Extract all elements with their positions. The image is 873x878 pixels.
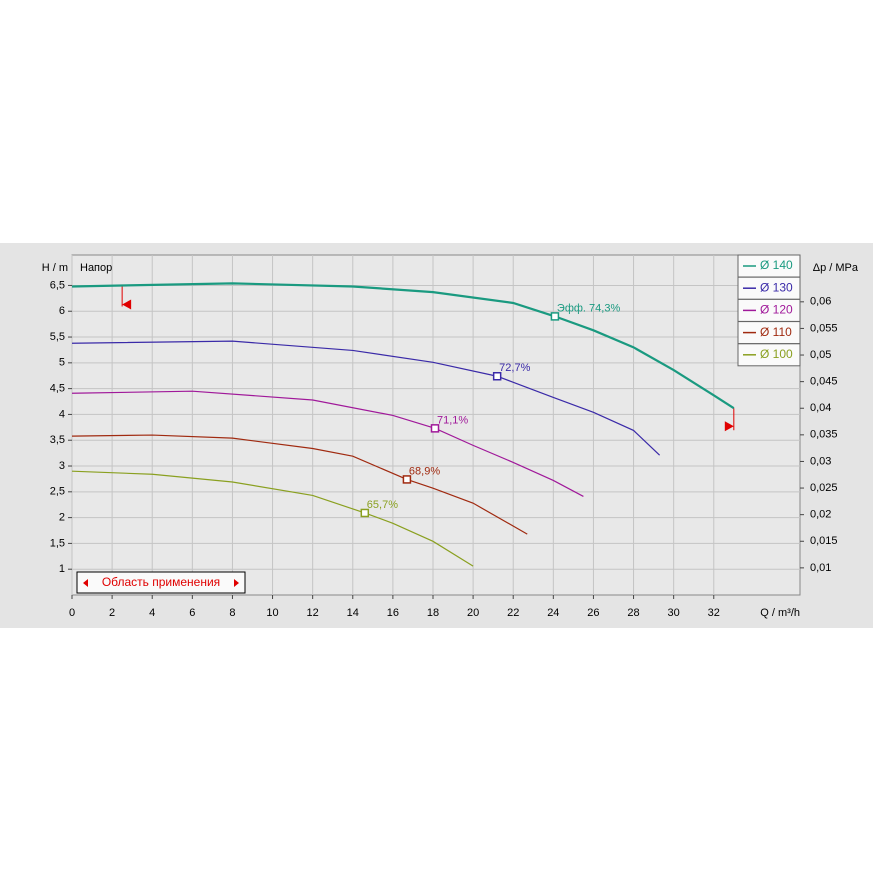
range-max-arrow bbox=[724, 421, 734, 432]
bep-label: Эфф. 74,3% bbox=[557, 302, 621, 314]
bep-marker bbox=[402, 475, 412, 484]
y2-tick-label: 0,03 bbox=[810, 455, 831, 467]
y2-tick-label: 0,06 bbox=[810, 296, 831, 308]
y2-tick-label: 0,04 bbox=[810, 402, 831, 414]
legend-label: Ø 140 bbox=[760, 258, 793, 272]
curve bbox=[71, 434, 528, 535]
x-tick-label: 8 bbox=[229, 607, 235, 619]
legend-label: Ø 100 bbox=[760, 347, 793, 361]
x-tick-label: 12 bbox=[307, 607, 319, 619]
y2-tick-label: 0,055 bbox=[810, 322, 838, 334]
range-box bbox=[76, 571, 246, 594]
x-tick-label: 20 bbox=[467, 607, 479, 619]
x-axis-label: Q / m³/h bbox=[760, 607, 800, 619]
legend-item bbox=[737, 343, 801, 367]
y-tick-label: 5 bbox=[59, 357, 65, 369]
y-tick-label: 1,5 bbox=[50, 537, 65, 549]
x-tick-label: 30 bbox=[668, 607, 680, 619]
bep-label: 71,1% bbox=[437, 414, 468, 426]
x-tick-label: 26 bbox=[587, 607, 599, 619]
y-tick-label: 6 bbox=[59, 305, 65, 317]
y2-tick-label: 0,05 bbox=[810, 349, 831, 361]
x-tick-label: 24 bbox=[547, 607, 559, 619]
y-tick-label: 2,5 bbox=[50, 486, 65, 498]
legend-label: Ø 130 bbox=[760, 280, 793, 294]
bep-label: 68,9% bbox=[409, 465, 440, 477]
bep-marker bbox=[430, 424, 440, 433]
x-tick-label: 0 bbox=[69, 607, 75, 619]
curve bbox=[71, 470, 474, 567]
y2-tick-label: 0,025 bbox=[810, 482, 838, 494]
bep-marker bbox=[360, 508, 370, 518]
y2-axis-label: Δp / MPa bbox=[813, 262, 859, 274]
y-tick-label: 3 bbox=[59, 460, 65, 472]
y-tick-label: 1 bbox=[59, 563, 65, 575]
y-axis-label: H / m bbox=[42, 262, 68, 274]
x-tick-label: 4 bbox=[149, 607, 155, 619]
range-label: Область применения bbox=[102, 575, 220, 589]
x-tick-label: 14 bbox=[347, 607, 359, 619]
legend-label: Ø 110 bbox=[760, 325, 792, 339]
bep-marker bbox=[550, 312, 560, 321]
y-tick-label: 2 bbox=[59, 512, 65, 524]
y2-tick-label: 0,045 bbox=[810, 376, 838, 388]
x-tick-label: 28 bbox=[627, 607, 639, 619]
bep-label: 65,7% bbox=[367, 499, 398, 511]
y-tick-label: 4,5 bbox=[50, 383, 65, 395]
x-tick-label: 22 bbox=[507, 607, 519, 619]
x-tick-label: 16 bbox=[387, 607, 399, 619]
y-tick-label: 6,5 bbox=[50, 279, 65, 291]
chart-title: Напор bbox=[80, 262, 112, 274]
x-tick-label: 18 bbox=[427, 607, 439, 619]
y2-tick-label: 0,015 bbox=[810, 535, 838, 547]
x-tick-label: 32 bbox=[708, 607, 720, 619]
y2-tick-label: 0,01 bbox=[810, 562, 831, 574]
y-tick-label: 5,5 bbox=[50, 331, 65, 343]
bep-label: 72,7% bbox=[499, 362, 530, 374]
range-arrow-l bbox=[83, 579, 88, 587]
y-tick-label: 3,5 bbox=[50, 434, 65, 446]
range-min-arrow bbox=[122, 299, 132, 310]
y2-tick-label: 0,035 bbox=[810, 429, 838, 441]
y2-tick-label: 0,02 bbox=[810, 509, 831, 521]
y-tick-label: 4 bbox=[59, 408, 65, 420]
x-tick-label: 6 bbox=[189, 607, 195, 619]
legend-label: Ø 120 bbox=[760, 303, 793, 317]
range-arrow-r bbox=[234, 579, 239, 587]
bep-marker bbox=[492, 371, 502, 381]
x-tick-label: 2 bbox=[109, 607, 115, 619]
x-tick-label: 10 bbox=[266, 607, 278, 619]
